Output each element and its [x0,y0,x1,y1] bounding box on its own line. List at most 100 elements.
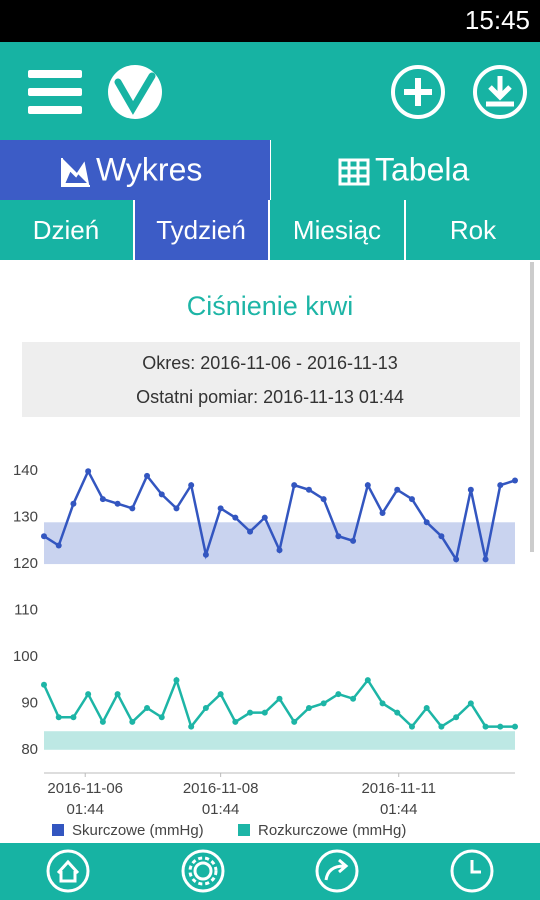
data-point [114,500,121,507]
data-point [497,482,504,489]
app-bar [0,42,540,140]
data-point [129,718,136,725]
data-point [129,505,136,512]
data-point [350,537,357,544]
legend-label: Skurczowe (mmHg) [72,822,204,839]
period-tab[interactable] [270,200,404,260]
info-period: Okres: 2016-11-06 - 2016-11-13 [142,353,397,373]
data-point [99,496,106,503]
add-button[interactable] [391,65,445,119]
data-point [99,718,106,725]
data-point [305,705,312,711]
data-point [144,472,151,479]
data-point [173,677,180,684]
data-point [512,477,518,484]
clock: 15:45 [465,5,530,35]
data-point [247,709,254,716]
data-point [85,691,92,698]
y-tick-label: 110 [14,601,38,618]
legend-swatch [238,824,250,836]
data-point [379,700,386,707]
data-point [423,705,430,711]
tab-label: Wykres [96,151,202,187]
period-tab[interactable] [135,200,268,260]
table-icon [338,158,370,186]
data-point [291,718,298,725]
period-label: Dzień [33,215,99,245]
data-point [423,519,430,526]
period-tab[interactable] [406,200,540,260]
legend-swatch [52,824,64,836]
data-point [232,514,239,521]
data-point [305,486,312,493]
y-tick-label: 120 [13,555,38,572]
bottom-bar [0,843,540,900]
chart-title: Ciśnienie krwi [187,291,354,321]
x-tick-label: 01:44 [202,801,240,818]
data-point [335,533,342,540]
share-button[interactable] [315,849,359,893]
data-point [55,714,62,721]
data-point [261,709,268,716]
period-label: Rok [450,215,497,245]
data-point [320,496,327,503]
data-point [261,514,268,521]
period-label: Miesiąc [293,215,381,245]
home-button[interactable] [46,849,90,893]
x-tick-label: 2016-11-06 [47,780,123,797]
y-tick-label: 130 [13,509,38,526]
data-point [320,700,327,707]
tab-chart[interactable] [0,140,270,200]
chart-icon [61,158,90,187]
x-tick-label: 01:44 [380,801,418,818]
data-point [70,500,77,507]
y-tick-label: 140 [13,462,38,479]
data-point [438,533,445,540]
tab-label: Tabela [375,151,470,187]
legend-label: Rozkurczowe (mmHg) [258,822,406,839]
data-point [482,723,489,730]
data-point [291,482,298,489]
data-point [217,691,224,698]
data-point [408,723,415,730]
download-button[interactable] [473,65,527,119]
data-point [276,547,283,554]
data-point [202,551,209,558]
data-point [247,528,254,535]
data-point [158,491,165,498]
x-tick-label: 01:44 [66,801,104,818]
data-point [173,505,180,512]
data-point [497,723,504,730]
data-point [394,486,401,493]
y-tick-label: 90 [21,694,38,711]
y-tick-label: 80 [21,741,38,758]
data-point [512,723,518,730]
settings-button[interactable] [181,849,225,893]
data-point [276,695,283,702]
info-box [22,342,520,417]
y-tick-label: 100 [13,648,38,665]
data-point [41,533,47,540]
data-point [41,681,47,688]
data-point [335,691,342,698]
history-button[interactable] [450,849,494,893]
tab-table[interactable] [271,140,540,200]
data-point [364,677,371,684]
data-point [408,496,415,503]
data-point [379,510,386,516]
info-last: Ostatni pomiar: 2016-11-13 01:44 [136,387,404,407]
data-point [232,718,239,725]
data-point [158,714,165,721]
scrollbar [530,262,534,552]
menu-button[interactable] [28,70,82,114]
x-tick-label: 2016-11-08 [183,780,259,797]
data-point [85,468,92,475]
data-point [482,556,489,563]
period-tab[interactable] [0,200,133,260]
period-label: Tydzień [156,215,246,245]
status-bar [0,0,540,42]
data-point [453,556,460,563]
data-point [188,723,195,730]
data-point [467,486,474,493]
